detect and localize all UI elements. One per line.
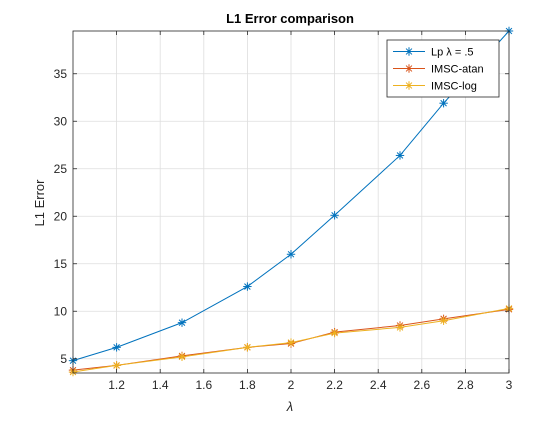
x-axis-label: λ	[286, 399, 293, 414]
data-point	[286, 250, 296, 259]
data-point	[439, 316, 448, 325]
y-tick-label: 15	[54, 257, 68, 271]
y-tick-label: 25	[54, 162, 68, 176]
y-tick-label: 30	[54, 114, 68, 128]
x-tick-label: 1.8	[239, 378, 256, 392]
data-point	[439, 99, 448, 108]
y-tick-label: 20	[54, 209, 68, 223]
legend: Lp λ = .5 IMSC-atan IMSC-log	[386, 39, 500, 98]
data-point	[243, 282, 252, 291]
y-tick-label: 10	[54, 304, 68, 318]
x-tick-label: 2.6	[413, 378, 430, 392]
x-tick-label: 1.4	[152, 378, 169, 392]
x-tick-label: 1.2	[108, 378, 125, 392]
x-tick-label: 1.6	[195, 378, 212, 392]
data-point	[112, 361, 121, 370]
tick-marks	[73, 31, 510, 373]
legend-item: IMSC-atan	[393, 64, 484, 76]
x-tick-label: 2.4	[370, 378, 387, 392]
y-tick-label: 35	[54, 67, 68, 81]
x-tick-label: 2	[288, 378, 295, 392]
data-point	[286, 338, 296, 347]
x-tick-label: 3	[506, 378, 513, 392]
y-axis-label: L1 Error	[32, 179, 47, 227]
data-point	[330, 328, 339, 338]
x-tick-label: 2.2	[326, 378, 343, 392]
data-point	[243, 343, 252, 352]
data-point	[177, 318, 187, 327]
x-tick-label: 2.8	[457, 378, 474, 392]
data-point	[177, 352, 187, 362]
data-point	[395, 323, 405, 332]
legend-marker	[404, 47, 414, 56]
legend-item: IMSC-log	[393, 81, 477, 93]
y-tick-label: 5	[60, 352, 67, 366]
legend-marker	[404, 81, 414, 90]
chart-title: L1 Error comparison	[226, 11, 354, 26]
data-point	[112, 343, 121, 352]
legend-item: Lp λ = .5	[393, 47, 474, 59]
data-point	[330, 211, 339, 220]
legend-marker	[404, 64, 414, 73]
legend-label: IMSC-log	[431, 81, 477, 93]
series-layer	[68, 26, 514, 377]
legend-label: Lp λ = .5	[431, 47, 474, 59]
legend-label: IMSC-atan	[431, 64, 484, 76]
data-point	[395, 151, 405, 160]
